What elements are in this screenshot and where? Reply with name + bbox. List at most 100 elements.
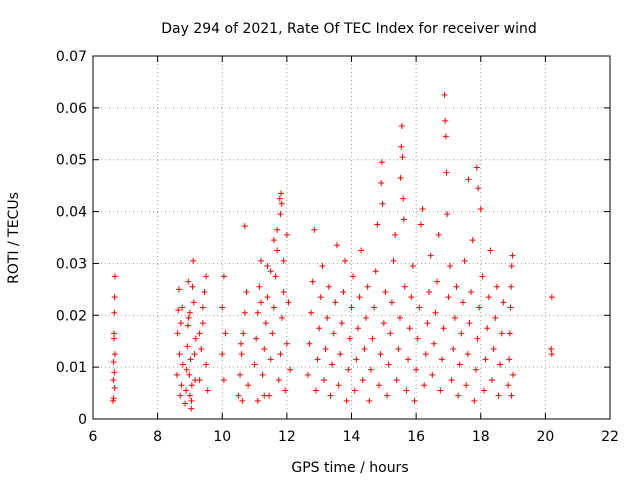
data-point [275, 377, 282, 384]
data-point [267, 356, 274, 363]
data-point [506, 330, 513, 337]
data-point [239, 397, 246, 404]
data-point [277, 351, 284, 358]
data-point [510, 371, 517, 378]
data-point [322, 345, 329, 352]
data-point [456, 361, 463, 368]
data-point [111, 273, 118, 280]
data-point [184, 343, 191, 350]
data-point [393, 377, 400, 384]
y-tick-labels: 0 0.01 0.02 0.03 0.04 0.05 0.06 0.07 [56, 49, 87, 428]
data-point [198, 345, 205, 352]
data-point [378, 159, 385, 166]
data-point [330, 330, 337, 337]
data-point [468, 288, 475, 295]
data-point [442, 117, 449, 124]
data-point [335, 382, 342, 389]
data-point [399, 154, 406, 161]
data-point [186, 392, 193, 399]
data-point [280, 288, 287, 295]
data-point [191, 351, 198, 358]
data-point [465, 176, 472, 183]
data-point [480, 387, 487, 394]
data-point [272, 273, 279, 280]
data-point [176, 351, 183, 358]
data-point [192, 335, 199, 342]
data-point [350, 273, 357, 280]
data-point [316, 325, 323, 332]
data-point [199, 320, 206, 327]
data-point [182, 400, 189, 407]
data-point [443, 169, 450, 176]
data-point [196, 330, 203, 337]
x-tick-label: 10 [213, 429, 231, 445]
data-point [382, 288, 389, 295]
grid-lines [93, 56, 610, 419]
data-point [267, 268, 274, 275]
data-point [327, 392, 334, 399]
data-point [189, 283, 196, 290]
x-tick-label: 12 [278, 429, 296, 445]
data-point [199, 304, 206, 311]
data-point [175, 286, 182, 293]
data-point [442, 133, 449, 140]
data-point [259, 371, 266, 378]
data-point [238, 351, 245, 358]
data-point [459, 299, 466, 306]
y-tick-label: 0.04 [56, 205, 87, 221]
y-axis-label: ROTI / TECUs [6, 192, 22, 284]
data-point [185, 278, 192, 285]
data-point [429, 371, 436, 378]
data-point [484, 325, 491, 332]
data-point [188, 382, 195, 389]
x-tick-label: 8 [153, 429, 162, 445]
data-point [110, 395, 117, 402]
data-point [241, 309, 248, 316]
data-point [508, 392, 515, 399]
x-tick-labels: 6 8 10 12 14 16 18 20 22 [89, 429, 619, 445]
data-point [447, 263, 454, 270]
data-point [438, 356, 445, 363]
data-point [351, 387, 358, 394]
y-tick-label: 0.07 [56, 49, 87, 65]
data-point [325, 283, 332, 290]
data-point [278, 200, 285, 207]
data-point [474, 335, 481, 342]
data-point [283, 231, 290, 238]
y-tick-label: 0 [78, 412, 87, 428]
data-point [186, 371, 193, 378]
x-axis-label: GPS time / hours [291, 460, 408, 476]
data-point [366, 397, 373, 404]
data-point [444, 211, 451, 218]
data-point [361, 345, 368, 352]
data-point [490, 345, 497, 352]
data-point [338, 320, 345, 327]
data-point [304, 371, 311, 378]
data-point [183, 387, 190, 394]
data-point [380, 320, 387, 327]
data-point [363, 314, 370, 321]
data-point [378, 180, 385, 187]
data-point [346, 335, 353, 342]
data-point [463, 382, 470, 389]
data-point [508, 283, 515, 290]
data-point [312, 387, 319, 394]
data-point [371, 304, 378, 311]
data-point [419, 205, 426, 212]
data-point [408, 294, 415, 301]
data-point [403, 387, 410, 394]
y-tick-label: 0.01 [56, 360, 87, 376]
data-point [401, 283, 408, 290]
data-point [375, 382, 382, 389]
data-point [392, 231, 399, 238]
data-point [243, 288, 250, 295]
data-point [111, 384, 118, 391]
data-point [329, 361, 336, 368]
data-point [507, 304, 514, 311]
data-point [464, 351, 471, 358]
data-point [337, 351, 344, 358]
data-point [509, 252, 516, 259]
data-point [269, 330, 276, 337]
data-point [450, 345, 457, 352]
